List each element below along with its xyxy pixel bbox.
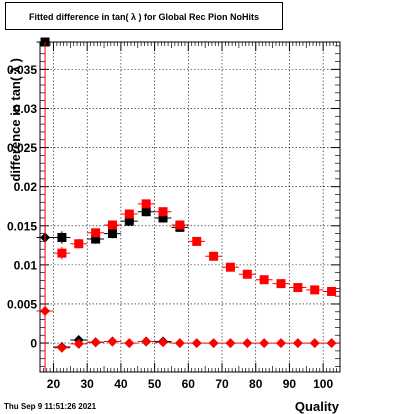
y-tick-labels: 0 0.005 0.01 0.015 0.02 0.025 0.03 0.035 — [7, 63, 37, 351]
data-point-square — [124, 209, 134, 219]
data-point-square — [192, 236, 202, 246]
data-point-diamond — [292, 338, 303, 349]
x-tick-label: 20 — [47, 377, 61, 391]
data-point-diamond — [276, 338, 287, 349]
data-point-diamond — [40, 306, 51, 317]
data-point-diamond — [326, 338, 337, 349]
x-tick-label: 80 — [249, 377, 263, 391]
y-tick-label: 0.01 — [14, 258, 38, 272]
data-point-square — [141, 199, 151, 209]
data-point-diamond — [56, 342, 67, 353]
data-point-square — [91, 234, 101, 244]
data-point-square — [175, 220, 185, 230]
axis-ticks — [39, 42, 341, 372]
x-tick-label: 70 — [215, 377, 229, 391]
x-tick-label: 60 — [182, 377, 196, 391]
x-tick-label: 40 — [114, 377, 128, 391]
y-tick-label: 0.02 — [14, 180, 38, 194]
grid — [40, 42, 340, 372]
data-point-square — [74, 239, 84, 249]
chart-title: Fitted difference in tan( λ ) for Global… — [28, 12, 260, 22]
data-point-diamond — [174, 338, 185, 349]
plot-frame — [39, 41, 341, 373]
data-point-square — [293, 283, 303, 293]
x-tick-label: 90 — [283, 377, 297, 391]
data-point-square — [310, 285, 320, 295]
x-tick-labels: 20 30 40 50 60 70 80 90 100 — [47, 377, 334, 391]
data-point-square — [259, 275, 269, 285]
x-tick-label: 50 — [148, 377, 162, 391]
data-point-diamond — [191, 338, 202, 349]
footer-timestamp: Thu Sep 9 11:51:26 2021 — [4, 402, 97, 411]
data-point-square — [91, 228, 101, 238]
data-point-square — [276, 279, 286, 289]
data-point-diamond — [90, 337, 101, 348]
data-point-square — [225, 262, 235, 272]
data-point-diamond — [141, 336, 152, 347]
data-point-diamond — [124, 338, 135, 349]
data-point-diamond — [158, 337, 169, 348]
y-tick-label: 0.005 — [7, 297, 37, 311]
data-point-square — [158, 207, 168, 217]
data-point-square — [158, 213, 168, 223]
data-point-diamond — [259, 338, 270, 349]
y-tick-label: 0 — [30, 337, 37, 351]
y-tick-label: 0.035 — [7, 63, 37, 77]
data-point-square — [327, 286, 337, 296]
data-point-diamond — [107, 336, 118, 347]
data-point-diamond — [242, 338, 253, 349]
data-point-square — [57, 248, 67, 258]
y-axis-label: difference in tan( λ ) — [8, 58, 23, 182]
data-marks — [36, 37, 340, 372]
data-point-square — [242, 269, 252, 279]
data-point-square — [209, 251, 219, 261]
x-axis-label: Quality — [295, 399, 340, 414]
y-tick-label: 0.015 — [7, 219, 37, 233]
y-tick-label: 0.03 — [14, 102, 38, 116]
data-point-square — [124, 216, 134, 226]
data-point-diamond — [73, 338, 84, 349]
x-tick-label: 30 — [81, 377, 95, 391]
data-point-square — [107, 220, 117, 230]
x-tick-label: 100 — [313, 377, 333, 391]
data-point-diamond — [225, 338, 236, 349]
data-point-diamond — [309, 338, 320, 349]
data-point-square — [57, 232, 67, 242]
data-point-diamond — [208, 338, 219, 349]
data-point-square — [141, 207, 151, 217]
data-point-square — [107, 229, 117, 239]
y-tick-label: 0.025 — [7, 141, 37, 155]
title-box: Fitted difference in tan( λ ) for Global… — [5, 2, 283, 30]
